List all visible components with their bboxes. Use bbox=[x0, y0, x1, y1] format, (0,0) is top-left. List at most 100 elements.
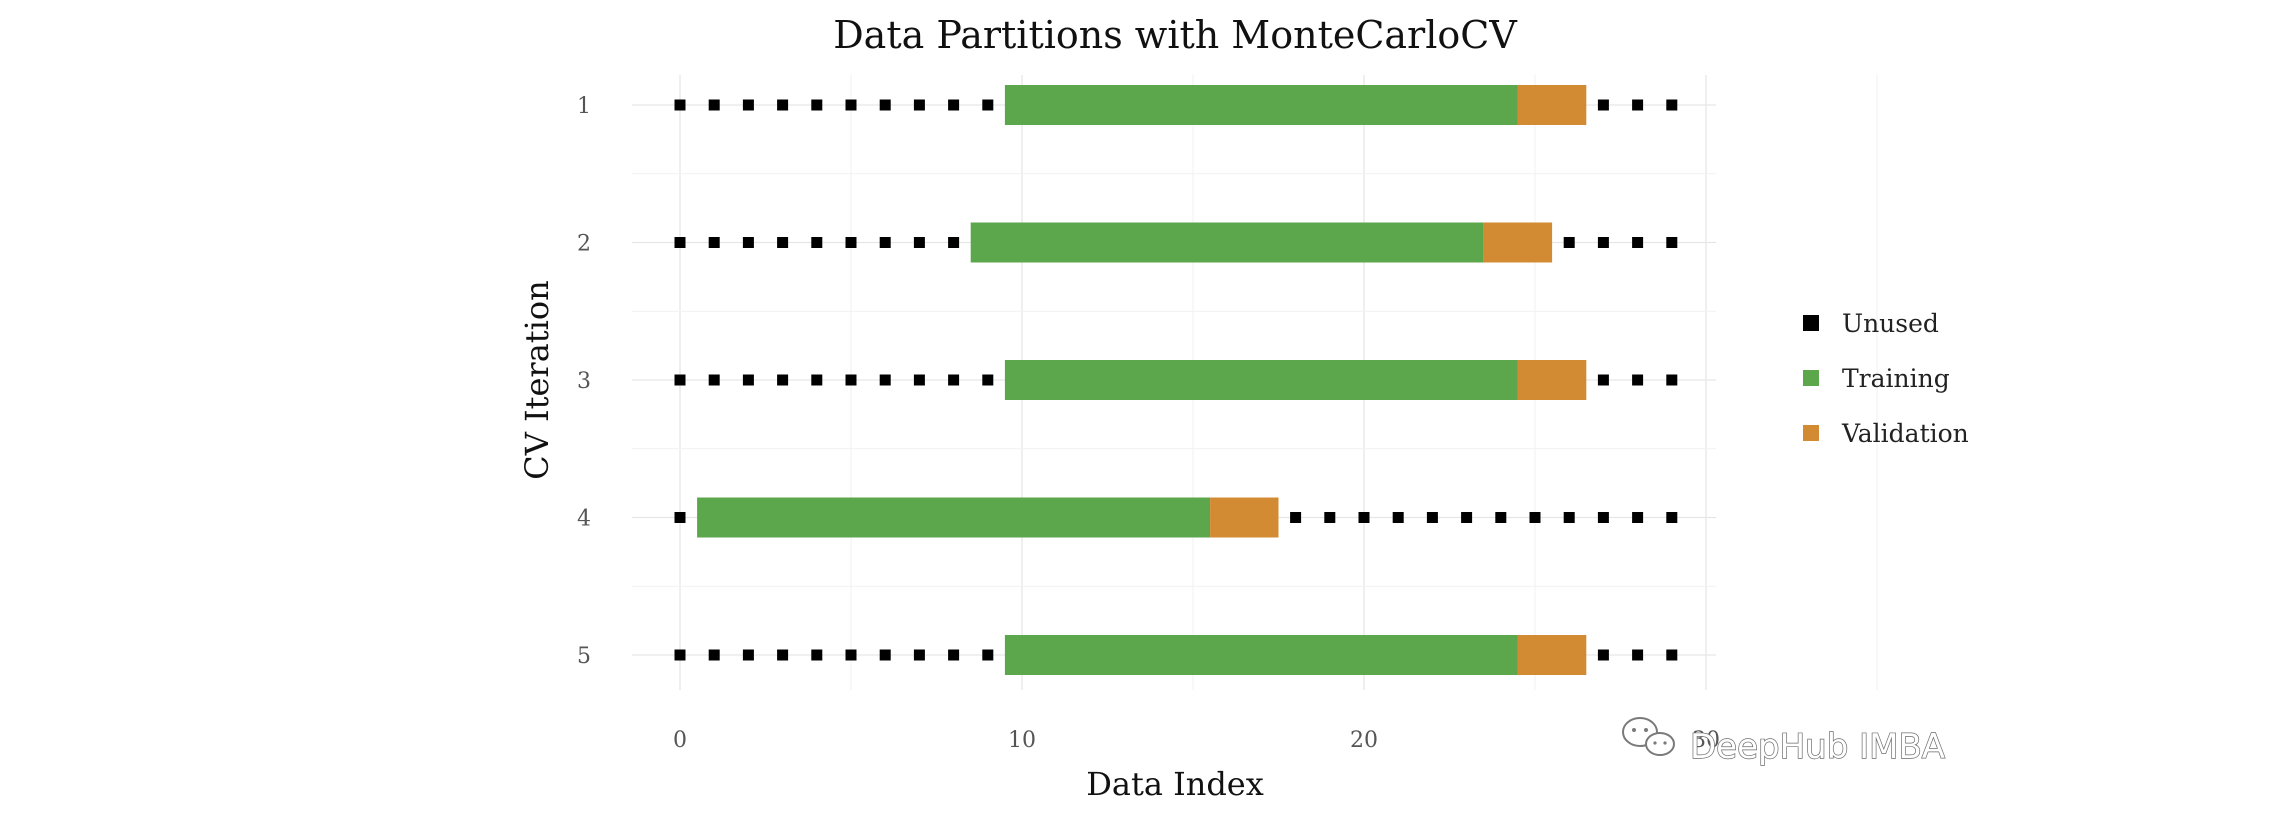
unused-point bbox=[1563, 237, 1575, 248]
unused-point bbox=[879, 237, 891, 248]
x-axis-title: Data Index bbox=[1086, 765, 1264, 803]
validation-bar bbox=[1517, 85, 1587, 125]
unused-point bbox=[1563, 512, 1575, 523]
legend-item: Training bbox=[1803, 364, 1950, 393]
y-tick-label: 5 bbox=[577, 644, 591, 669]
unused-point bbox=[845, 99, 857, 111]
legend: Unused Training Validation bbox=[1803, 309, 1969, 448]
unused-point bbox=[913, 237, 925, 248]
unused-point bbox=[777, 649, 789, 661]
unused-point bbox=[742, 237, 754, 248]
unused-point bbox=[948, 374, 960, 386]
unused-point bbox=[1461, 512, 1473, 523]
unused-point bbox=[674, 649, 686, 661]
unused-point bbox=[879, 649, 891, 661]
training-bar bbox=[970, 222, 1484, 263]
y-tick-label: 4 bbox=[577, 507, 591, 532]
iteration-row bbox=[674, 635, 1678, 675]
unused-point bbox=[777, 237, 789, 248]
unused-point bbox=[811, 237, 823, 248]
unused-point bbox=[742, 99, 754, 111]
unused-point bbox=[1632, 649, 1644, 661]
unused-point bbox=[879, 99, 891, 111]
unused-point bbox=[1597, 374, 1609, 386]
legend-item: Validation bbox=[1803, 419, 1969, 448]
y-tick-labels: 1 2 3 4 5 bbox=[577, 94, 591, 669]
legend-swatch bbox=[1803, 315, 1819, 331]
unused-point bbox=[913, 649, 925, 661]
unused-point bbox=[913, 374, 925, 386]
x-tick-label: 30 bbox=[1692, 728, 1720, 753]
training-bar bbox=[1004, 85, 1518, 125]
legend-label: Validation bbox=[1841, 419, 1969, 448]
legend-swatch bbox=[1803, 425, 1819, 441]
y-axis-title: CV Iteration bbox=[518, 280, 556, 480]
unused-point bbox=[1392, 512, 1404, 523]
unused-point bbox=[674, 374, 686, 386]
unused-point bbox=[1597, 512, 1609, 523]
unused-point bbox=[845, 237, 857, 248]
validation-bar bbox=[1517, 360, 1587, 400]
unused-point bbox=[1632, 374, 1644, 386]
unused-point bbox=[777, 374, 789, 386]
legend-swatch bbox=[1803, 370, 1819, 386]
unused-point bbox=[811, 99, 823, 111]
unused-point bbox=[811, 649, 823, 661]
unused-point bbox=[708, 374, 720, 386]
unused-point bbox=[1666, 237, 1678, 248]
unused-point bbox=[811, 374, 823, 386]
unused-point bbox=[1529, 512, 1541, 523]
unused-point bbox=[1666, 99, 1678, 111]
training-bar bbox=[1004, 360, 1518, 400]
unused-point bbox=[708, 237, 720, 248]
validation-bar bbox=[1210, 497, 1279, 538]
watermark: DeepHub IMBA bbox=[1622, 717, 1946, 768]
unused-point bbox=[708, 649, 720, 661]
validation-bar bbox=[1517, 635, 1587, 675]
unused-point bbox=[1358, 512, 1370, 523]
wechat-icon bbox=[1622, 717, 1675, 756]
unused-point bbox=[948, 649, 960, 661]
unused-point bbox=[1597, 99, 1609, 111]
unused-point bbox=[1666, 512, 1678, 523]
unused-point bbox=[674, 237, 686, 248]
validation-bar bbox=[1483, 222, 1553, 263]
unused-point bbox=[1495, 512, 1507, 523]
unused-point bbox=[674, 99, 686, 111]
iteration-rows bbox=[674, 85, 1678, 675]
unused-point bbox=[1632, 512, 1644, 523]
x-tick-label: 10 bbox=[1008, 728, 1036, 753]
unused-point bbox=[742, 649, 754, 661]
unused-point bbox=[1290, 512, 1302, 523]
unused-point bbox=[948, 237, 960, 248]
unused-point bbox=[845, 649, 857, 661]
training-bar bbox=[697, 497, 1211, 538]
iteration-row bbox=[674, 497, 1678, 538]
x-tick-labels: 0 10 20 30 bbox=[673, 728, 1720, 753]
y-tick-label: 3 bbox=[577, 369, 591, 394]
unused-point bbox=[1632, 99, 1644, 111]
iteration-row bbox=[674, 85, 1678, 125]
unused-point bbox=[982, 649, 994, 661]
unused-point bbox=[742, 374, 754, 386]
legend-label: Unused bbox=[1842, 309, 1939, 338]
iteration-row bbox=[674, 360, 1678, 400]
unused-point bbox=[1426, 512, 1438, 523]
y-tick-label: 1 bbox=[577, 94, 591, 119]
unused-point bbox=[777, 99, 789, 111]
unused-point bbox=[948, 99, 960, 111]
chart-title: Data Partitions with MonteCarloCV bbox=[833, 13, 1517, 57]
unused-point bbox=[879, 374, 891, 386]
unused-point bbox=[982, 99, 994, 111]
iteration-row bbox=[674, 222, 1678, 263]
unused-point bbox=[708, 99, 720, 111]
unused-point bbox=[982, 374, 994, 386]
training-bar bbox=[1004, 635, 1518, 675]
unused-point bbox=[1666, 649, 1678, 661]
watermark-text: DeepHub IMBA bbox=[1690, 727, 1945, 767]
legend-label: Training bbox=[1842, 364, 1950, 393]
unused-point bbox=[845, 374, 857, 386]
y-tick-label: 2 bbox=[577, 232, 591, 257]
